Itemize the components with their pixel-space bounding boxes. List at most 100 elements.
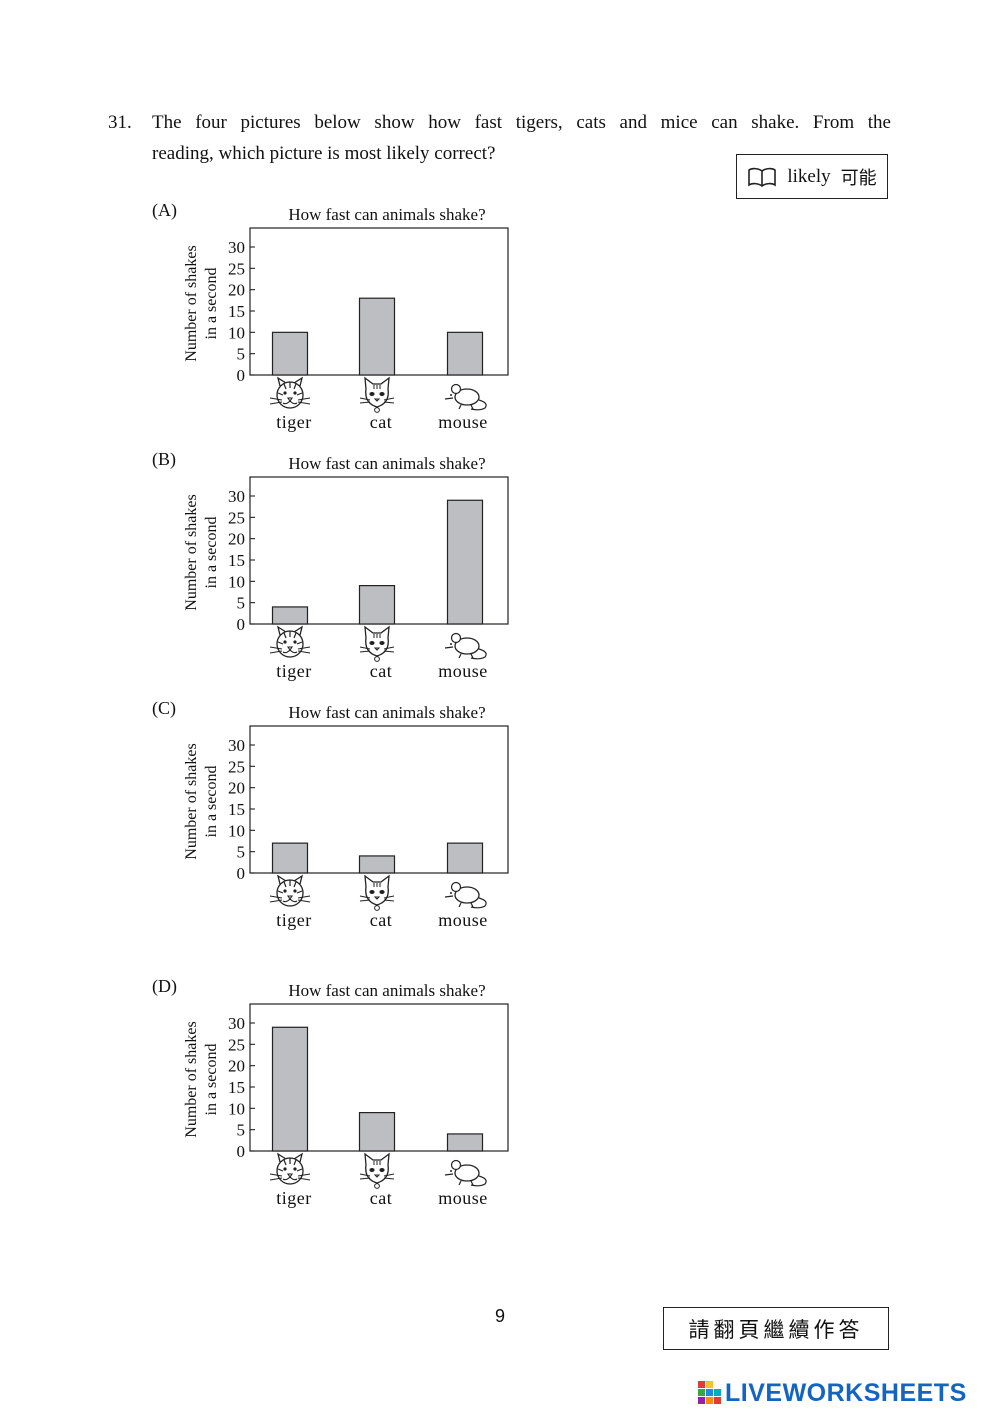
y-tick-label: 0 [237,366,246,385]
option-label: (C) [152,698,176,718]
bar-cat [358,297,396,376]
x-category-label: mouse [438,412,488,432]
book-icon [747,166,777,188]
x-category-label: tiger [276,412,312,432]
chart-title: How fast can animals shake? [288,205,485,224]
y-tick-label: 30 [228,1014,245,1033]
mouse-icon [444,1159,487,1187]
y-tick-label: 25 [228,757,245,776]
option-label: (A) [152,200,177,220]
chart-block-a: (A) How fast can animals shake? 0 5 10 15 20 2… [0,200,1000,440]
brand-logo: LIVEWORKSHEETS [698,1378,967,1408]
y-tick-label: 5 [237,1121,246,1140]
bar-chart-d: How fast can animals shake? 0 5 10 15 20 25 30 N… [183,981,509,1208]
y-tick-label: 5 [237,345,246,364]
turn-page-box: 請翻頁繼續作答 [663,1307,889,1350]
x-category-label: mouse [438,661,488,681]
y-tick-label: 15 [228,302,245,321]
cat-icon [359,874,395,911]
bar-mouse [446,499,484,625]
y-tick-label: 25 [228,259,245,278]
y-tick-label: 30 [228,487,245,506]
mouse-icon [444,383,487,411]
chart-block-b: (B) How fast can animals shake? 0 5 10 15 20 2… [0,449,1000,689]
question-text-line-1: The four pictures below show how fast ti… [152,112,891,133]
chart-title: How fast can animals shake? [288,454,485,473]
option-label: (D) [152,976,177,996]
bar-tiger [271,331,309,376]
page-number: 9 [494,1306,505,1326]
y-tick-label: 10 [228,821,245,840]
x-category-label: cat [370,412,392,432]
y-tick-label: 20 [228,779,245,798]
y-tick-label: 15 [228,800,245,819]
bar-chart-b: How fast can animals shake? 0 5 10 15 20 25 30 N… [183,454,509,681]
y-tick-label: 20 [228,1057,245,1076]
y-axis-label: Number of shakes [183,743,200,859]
y-tick-label: 10 [228,323,245,342]
chart-block-c: (C) How fast can animals shake? 0 5 10 15 20 2… [0,698,1000,938]
y-tick-label: 15 [228,551,245,570]
bar-mouse [446,842,484,874]
y-tick-label: 5 [237,843,246,862]
chart-block-d: (D) How fast can animals shake? 0 5 10 15 20 2… [0,976,1000,1216]
y-tick-label: 25 [228,508,245,527]
bar-mouse [446,1133,484,1152]
tiger-icon [269,874,311,907]
x-category-label: mouse [438,910,488,930]
x-category-label: tiger [276,1188,312,1208]
y-axis-label: Number of shakes [183,245,200,361]
chart-title: How fast can animals shake? [288,703,485,722]
bar-cat [358,1112,396,1152]
brand-name: LIVEWORKSHEETS [725,1378,967,1407]
cat-icon [359,625,395,662]
y-tick-label: 10 [228,572,245,591]
bar-cat [358,585,396,625]
y-tick-label: 30 [228,238,245,257]
y-tick-label: 25 [228,1035,245,1054]
y-axis-label: in a second [203,1044,220,1116]
bar-mouse [446,331,484,376]
mouse-icon [444,632,487,660]
x-category-label: tiger [276,910,312,930]
y-axis-label: in a second [203,268,220,340]
bar-cat [358,855,396,874]
y-tick-label: 20 [228,281,245,300]
question-text-line-2: reading, which picture is most likely co… [152,143,496,164]
y-tick-label: 0 [237,615,246,634]
bar-tiger [271,606,309,625]
y-axis-label: in a second [203,517,220,589]
option-label: (B) [152,449,176,469]
bar-chart-c: How fast can animals shake? 0 5 10 15 20 25 30 N… [183,703,509,930]
y-tick-label: 5 [237,594,246,613]
y-tick-label: 10 [228,1099,245,1118]
y-axis-label: Number of shakes [183,1021,200,1137]
vocab-word: likely [787,165,831,187]
vocab-box: likely 可能 [736,154,888,199]
y-tick-label: 0 [237,864,246,883]
y-tick-label: 30 [228,736,245,755]
bar-tiger [271,1026,309,1152]
x-category-label: cat [370,910,392,930]
tiger-icon [269,625,311,658]
y-tick-label: 0 [237,1142,246,1161]
cat-icon [359,376,395,413]
x-category-label: tiger [276,661,312,681]
x-category-label: cat [370,661,392,681]
question-number: 31. [108,112,132,133]
chart-title: How fast can animals shake? [288,981,485,1000]
x-category-label: cat [370,1188,392,1208]
tiger-icon [269,376,311,409]
brand-logo-icon [698,1381,721,1404]
y-axis-label: in a second [203,766,220,838]
y-axis-label: Number of shakes [183,494,200,610]
mouse-icon [444,881,487,909]
y-tick-label: 15 [228,1078,245,1097]
bar-tiger [271,842,309,874]
cat-icon [359,1152,395,1189]
vocab-translation: 可能 [840,167,877,189]
tiger-icon [269,1152,311,1185]
x-category-label: mouse [438,1188,488,1208]
bar-chart-a: How fast can animals shake? 0 5 10 15 20 25 30 N… [183,205,509,432]
y-tick-label: 20 [228,530,245,549]
